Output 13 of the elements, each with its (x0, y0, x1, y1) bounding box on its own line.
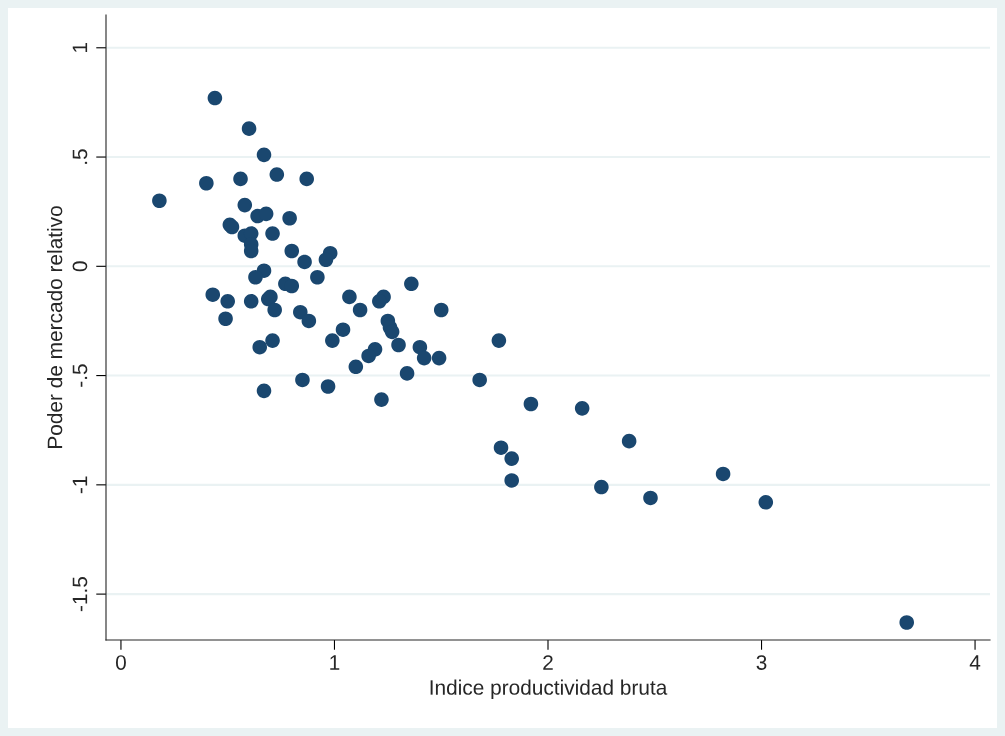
y-tick-label: -1 (72, 476, 88, 494)
x-tick-label: 1 (330, 655, 340, 670)
x-tick-label: 2 (543, 655, 553, 670)
x-tick-label: 0 (115, 655, 126, 670)
y-tick-label: .5 (72, 149, 88, 164)
x-axis-title: Indice productividad bruta (430, 679, 668, 699)
x-tick-label: 3 (756, 655, 767, 670)
y-tick-label: -1.5 (72, 577, 88, 612)
y-tick-label: 0 (72, 261, 88, 272)
x-tick-label: 4 (969, 655, 981, 670)
y-tick-label: 1 (72, 43, 88, 52)
y-tick-label: -.5 (72, 364, 88, 387)
y-axis-title: Poder de mercado relativo (47, 206, 63, 448)
